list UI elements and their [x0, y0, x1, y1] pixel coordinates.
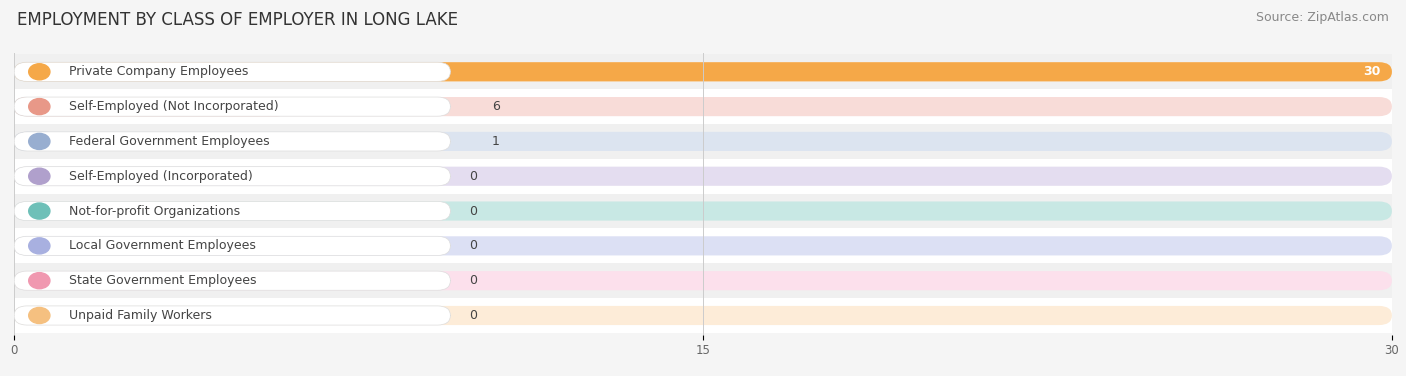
FancyBboxPatch shape — [14, 62, 1392, 81]
Text: 0: 0 — [468, 240, 477, 252]
FancyBboxPatch shape — [14, 271, 450, 290]
Bar — [14, 89, 1392, 124]
Text: EMPLOYMENT BY CLASS OF EMPLOYER IN LONG LAKE: EMPLOYMENT BY CLASS OF EMPLOYER IN LONG … — [17, 11, 458, 29]
FancyBboxPatch shape — [14, 97, 290, 116]
Text: Source: ZipAtlas.com: Source: ZipAtlas.com — [1256, 11, 1389, 24]
FancyBboxPatch shape — [14, 236, 1392, 255]
Bar — [14, 55, 1392, 89]
Text: 0: 0 — [468, 205, 477, 218]
FancyBboxPatch shape — [14, 271, 1392, 290]
Circle shape — [28, 133, 51, 150]
FancyBboxPatch shape — [14, 236, 450, 255]
FancyBboxPatch shape — [14, 62, 1392, 81]
Text: Private Company Employees: Private Company Employees — [69, 65, 249, 78]
FancyBboxPatch shape — [14, 202, 450, 221]
Text: 1: 1 — [492, 135, 499, 148]
Text: Self-Employed (Not Incorporated): Self-Employed (Not Incorporated) — [69, 100, 278, 113]
Text: 30: 30 — [1362, 65, 1381, 78]
FancyBboxPatch shape — [14, 132, 450, 151]
Bar — [14, 159, 1392, 194]
Text: Unpaid Family Workers: Unpaid Family Workers — [69, 309, 212, 322]
Text: State Government Employees: State Government Employees — [69, 274, 257, 287]
FancyBboxPatch shape — [14, 167, 450, 186]
Text: 0: 0 — [468, 309, 477, 322]
FancyBboxPatch shape — [14, 167, 1392, 186]
Circle shape — [28, 238, 51, 254]
Bar — [14, 263, 1392, 298]
Text: 0: 0 — [468, 274, 477, 287]
Circle shape — [28, 273, 51, 289]
FancyBboxPatch shape — [14, 62, 450, 81]
Bar — [14, 298, 1392, 333]
Circle shape — [28, 308, 51, 323]
Circle shape — [28, 203, 51, 219]
Text: Local Government Employees: Local Government Employees — [69, 240, 256, 252]
FancyBboxPatch shape — [14, 97, 1392, 116]
Text: Federal Government Employees: Federal Government Employees — [69, 135, 270, 148]
Bar — [14, 124, 1392, 159]
FancyBboxPatch shape — [14, 306, 1392, 325]
Text: 6: 6 — [492, 100, 499, 113]
Bar — [14, 229, 1392, 263]
FancyBboxPatch shape — [14, 306, 450, 325]
Text: Not-for-profit Organizations: Not-for-profit Organizations — [69, 205, 240, 218]
Circle shape — [28, 99, 51, 115]
FancyBboxPatch shape — [14, 202, 1392, 221]
Text: Self-Employed (Incorporated): Self-Employed (Incorporated) — [69, 170, 253, 183]
FancyBboxPatch shape — [14, 132, 1392, 151]
Bar — [14, 194, 1392, 229]
FancyBboxPatch shape — [14, 97, 450, 116]
Circle shape — [28, 168, 51, 184]
FancyBboxPatch shape — [14, 132, 60, 151]
Text: 0: 0 — [468, 170, 477, 183]
Circle shape — [28, 64, 51, 80]
